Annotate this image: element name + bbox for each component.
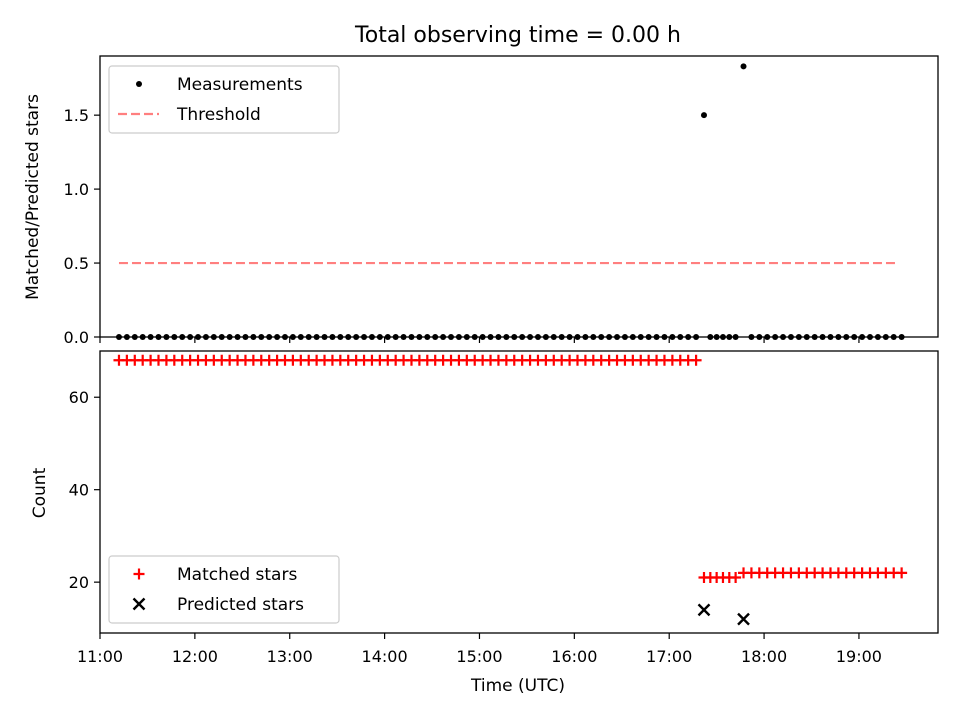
plot-frame bbox=[99, 55, 939, 338]
matched-star-marker bbox=[690, 354, 702, 366]
matched-star-marker bbox=[730, 572, 742, 584]
y-tick-label: 0.5 bbox=[64, 254, 89, 273]
legend-predicted-swatch bbox=[132, 597, 146, 611]
series-matched-stars bbox=[113, 354, 908, 584]
legend-label: Threshold bbox=[176, 105, 261, 125]
x-tick-label: 11:00 bbox=[77, 647, 123, 666]
legend: Measurements Threshold bbox=[108, 65, 340, 134]
y-tick-label: 40 bbox=[69, 481, 89, 500]
series-predicted-stars bbox=[697, 603, 750, 626]
x-tick-label: 14:00 bbox=[362, 647, 408, 666]
measurement-point bbox=[700, 112, 707, 119]
legend-label: Measurements bbox=[177, 75, 303, 95]
bottom-panel: 11:00 12:00 13:00 14:00 15:00 16:00 17:00 18:00… bbox=[69, 350, 939, 666]
x-tick-label: 13:00 bbox=[267, 647, 313, 666]
top-y-axis-label: Matched/Predicted stars bbox=[23, 94, 43, 300]
legend-box bbox=[108, 555, 340, 624]
y-tick-label: 0.0 bbox=[64, 328, 89, 347]
y-tick-label: 20 bbox=[69, 573, 89, 592]
y-tick-label: 60 bbox=[69, 388, 89, 407]
legend-label: Matched stars bbox=[177, 565, 297, 585]
predicted-star-marker bbox=[737, 612, 750, 626]
predicted-star-marker bbox=[697, 603, 711, 617]
y-tick-label: 1.0 bbox=[64, 180, 89, 199]
figure-title: Total observing time = 0.00 h bbox=[354, 23, 681, 48]
legend-measurement-swatch bbox=[136, 81, 142, 87]
x-tick-label: 12:00 bbox=[172, 647, 218, 666]
plot-frame bbox=[99, 350, 939, 634]
matched-star-marker bbox=[896, 567, 908, 579]
legend: Matched stars Predicted stars bbox=[108, 555, 340, 624]
x-tick-label: 17:00 bbox=[646, 647, 692, 666]
legend-label: Predicted stars bbox=[177, 595, 304, 615]
bottom-y-axis-label: Count bbox=[30, 467, 50, 518]
x-tick-label: 16:00 bbox=[551, 647, 597, 666]
y-tick-label: 1.5 bbox=[64, 106, 89, 125]
x-tick-label: 19:00 bbox=[836, 647, 882, 666]
x-axis-label: Time (UTC) bbox=[470, 676, 565, 696]
top-panel: 0.0 0.5 1.0 1.5 Measurements Threshold bbox=[64, 55, 939, 347]
legend-box bbox=[108, 65, 340, 134]
legend-matched-swatch bbox=[133, 568, 145, 580]
x-tick-label: 18:00 bbox=[741, 647, 787, 666]
x-tick-label: 15:00 bbox=[456, 647, 502, 666]
measurement-point bbox=[740, 63, 747, 70]
